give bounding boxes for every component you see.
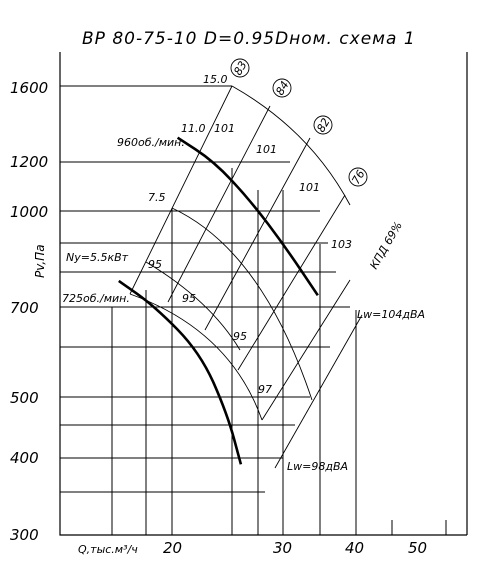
arc-label-101a: 101 <box>214 122 235 135</box>
label-lw98: Lw=98дВА <box>287 460 348 473</box>
x-axis-label: Q,тыс.м³/ч <box>78 543 138 556</box>
x-tick-50: 50 <box>408 539 427 557</box>
arc-label-101c: 101 <box>299 181 320 194</box>
svg-text:82: 82 <box>314 116 332 135</box>
arc-label-95b: 95 <box>182 292 196 305</box>
eff-circle-83: 83 <box>230 58 250 78</box>
arc-label-97: 97 <box>258 383 272 396</box>
y-tick-1600: 1600 <box>10 79 48 97</box>
x-tick-20: 20 <box>163 539 182 557</box>
eff-circle-76: 76 <box>348 167 368 187</box>
arc-low <box>129 293 263 421</box>
curve-series-1 <box>118 279 243 465</box>
eff-diag-4 <box>237 194 346 371</box>
y-tick-1200: 1200 <box>10 153 48 171</box>
chart-title: ВР 80-75-10 D=0.95Dном. схема 1 <box>82 29 416 49</box>
arc-label-95c: 95 <box>233 330 247 343</box>
y-tick-700: 700 <box>10 299 39 317</box>
arc-top <box>231 85 351 206</box>
eff-circle-84: 84 <box>272 78 292 98</box>
performance-curves <box>118 136 319 465</box>
plot-frame <box>59 52 467 536</box>
eff-diag-1 <box>129 85 233 295</box>
label-speed-725: 725об./мин. <box>62 292 130 305</box>
label-power-15: 15.0 <box>203 73 228 86</box>
eff-circle-82: 82 <box>313 115 333 135</box>
svg-text:76: 76 <box>349 168 367 187</box>
label-speed-960: 960об./мин. <box>117 136 185 149</box>
x-tick-30: 30 <box>273 539 292 557</box>
y-axis-label: Pv,Па <box>33 244 47 278</box>
svg-text:КПД 69%: КПД 69% <box>367 219 405 271</box>
eff-diag-5 <box>261 279 351 421</box>
arc-label-95a: 95 <box>148 258 162 271</box>
arc-label-103: 103 <box>331 238 352 251</box>
y-tick-400: 400 <box>10 449 39 467</box>
arc-mid <box>171 207 313 401</box>
curve-series-0 <box>176 136 319 297</box>
arc-inner <box>145 261 241 351</box>
label-lw104: Lw=104дВА <box>357 308 425 321</box>
eff-circle-69: КПД 69% <box>367 219 405 271</box>
svg-text:83: 83 <box>231 59 249 78</box>
y-tick-500: 500 <box>10 389 39 407</box>
x-tick-40: 40 <box>345 539 364 557</box>
label-power-11: 11.0 <box>181 122 206 135</box>
label-power-75: 7.5 <box>148 191 166 204</box>
label-ny: Ny=5.5кВт <box>66 251 129 264</box>
svg-text:84: 84 <box>273 79 291 98</box>
eff-diag-6 <box>274 314 363 469</box>
y-tick-1000: 1000 <box>10 203 48 221</box>
eff-diag-2 <box>167 105 271 303</box>
arc-label-101b: 101 <box>256 143 277 156</box>
eff-diag-3 <box>204 137 311 331</box>
y-tick-300: 300 <box>10 526 39 544</box>
